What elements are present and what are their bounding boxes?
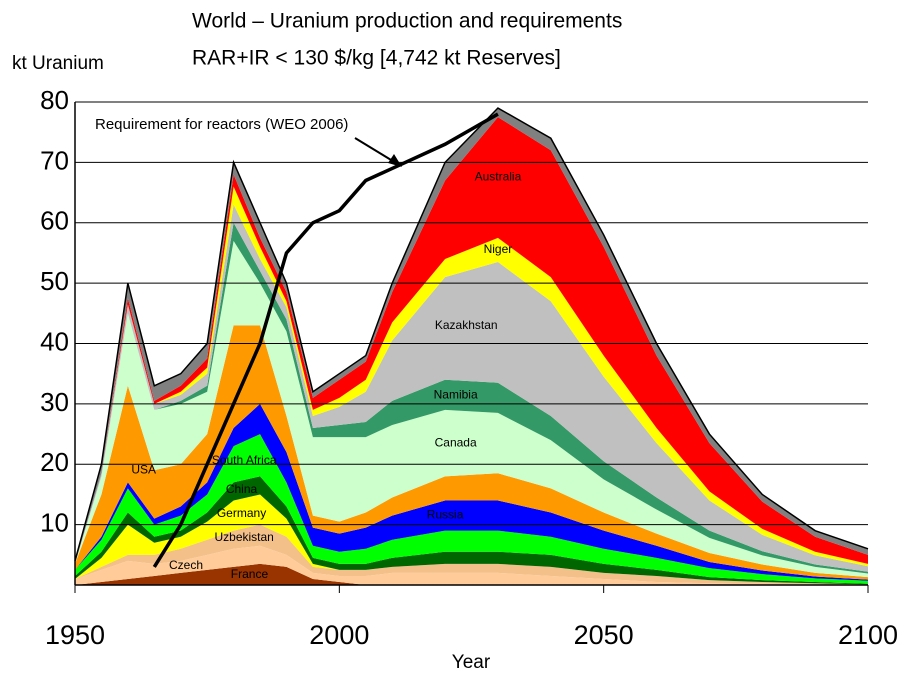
x-axis-label: Year [452,652,491,673]
series-label: USA [131,462,156,476]
series-label: France [231,567,269,581]
series-label: Uzbekistan [214,530,273,544]
y-tick-label: 60 [40,206,69,236]
series-label: South Africa [212,453,277,467]
y-tick-label: 80 [40,85,69,115]
series-label: Czech [169,558,203,572]
area [75,476,868,585]
series-label: Russia [427,508,464,522]
area [75,240,868,578]
area [75,108,868,564]
area [75,117,868,564]
y-tick-label: 70 [40,145,69,175]
x-tick-label: 2100 [838,620,898,650]
y-tick-label: 50 [40,266,69,296]
series-label: Namibia [434,388,478,402]
y-tick-label: 40 [40,326,69,356]
series-label: Kazakhstan [435,318,498,332]
series-label: Australia [475,170,522,184]
series-label: China [226,482,258,496]
area [75,222,868,574]
overlay: France Czech Uzbekistan Germany China South A… [74,101,869,593]
arrow-head [388,154,402,167]
area [75,403,868,581]
area [75,434,868,584]
annotation-arrow [354,137,397,164]
requirement-line [152,112,499,568]
area [75,204,868,572]
chart-title: World – Uranium production and requireme… [192,10,622,33]
area [75,325,868,580]
chart-subtitle: RAR+IR < 130 $/kg [4,742 kt Reserves] [192,47,561,70]
x-tick-label: 2000 [309,620,369,650]
y-tick-label: 10 [40,508,69,538]
area [75,494,868,585]
annotation: Requirement for reactors (WEO 2006) [95,116,348,133]
x-tick-label: 1950 [45,620,105,650]
area [75,545,868,585]
series-label: Germany [217,506,266,520]
area [75,186,868,567]
area [75,563,868,585]
series-label: Canada [435,435,477,449]
y-tick-label: 30 [40,387,69,417]
x-tick-label: 2050 [574,620,634,650]
area [75,524,868,585]
y-axis-label: kt Uranium [12,53,104,74]
y-tick-label: 20 [40,447,69,477]
series-label: Niger [484,242,513,256]
stack-outline [74,107,869,562]
areas [75,108,868,585]
